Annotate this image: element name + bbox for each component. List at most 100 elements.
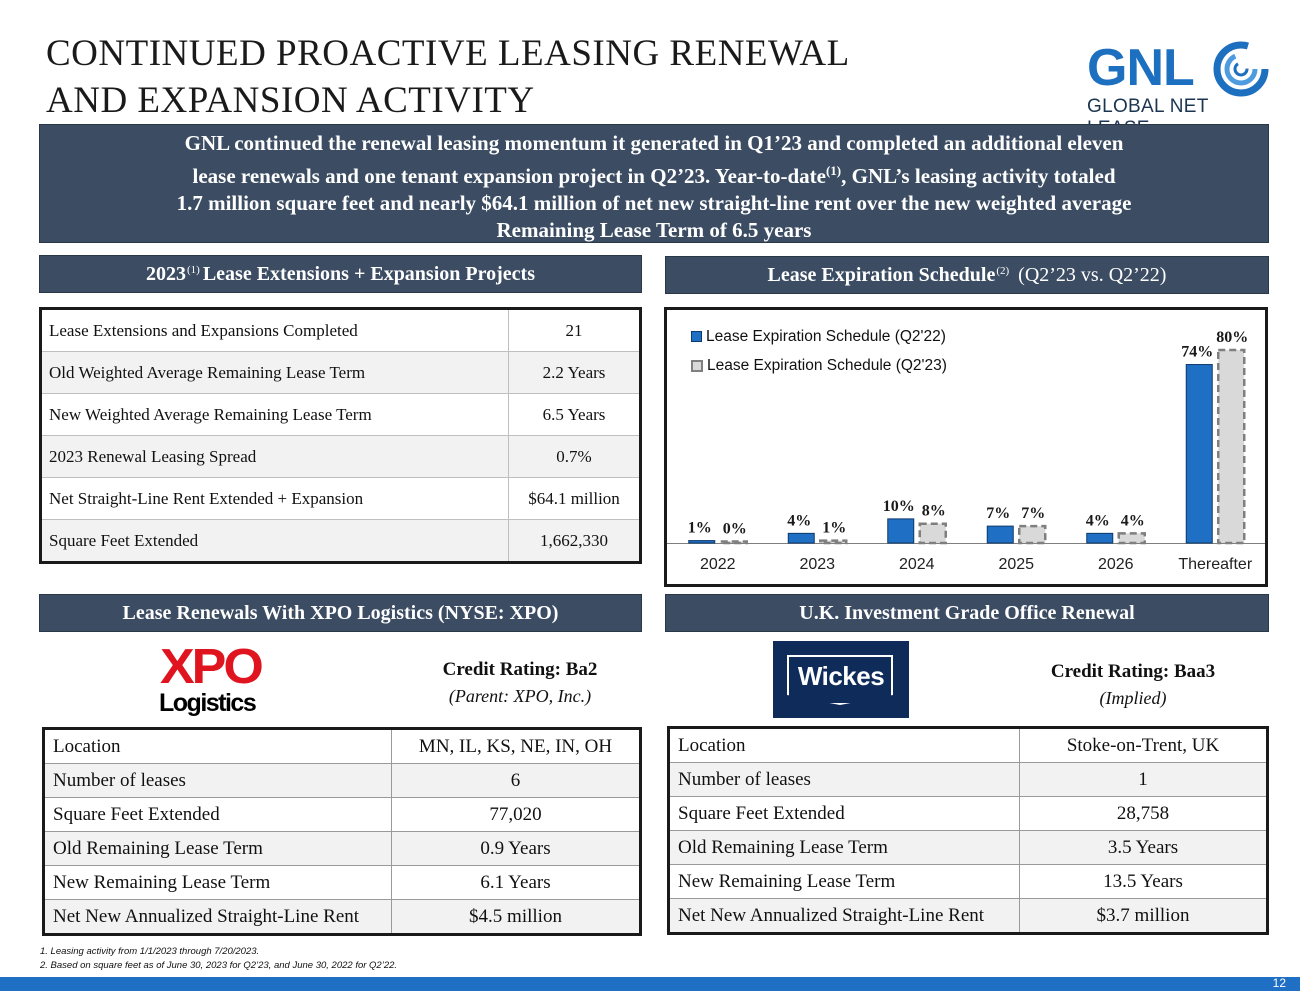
- x-tick-label-2022: 2022: [700, 556, 736, 573]
- x-tick-label-2026: 2026: [1098, 556, 1134, 573]
- page-title-line-2: AND EXPANSION ACTIVITY: [46, 80, 535, 121]
- data-label-q222-2024: 10%: [883, 498, 915, 515]
- row-label: New Remaining Lease Term: [43, 865, 392, 900]
- footnote-1: 1. Leasing activity from 1/1/2023 throug…: [40, 946, 260, 957]
- extensions-header-footnote: (1): [187, 264, 200, 276]
- bar-q223-2026: [1117, 532, 1146, 545]
- legend-item-q223: Lease Expiration Schedule (Q2'23): [691, 351, 947, 380]
- gnl-logo: GNL GLOBAL NET LEASE: [1085, 38, 1275, 139]
- table-row: Location MN, IL, KS, NE, IN, OH: [43, 728, 641, 764]
- bar-q223-Thereafter: [1217, 348, 1246, 545]
- row-label: New Weighted Average Remaining Lease Ter…: [40, 393, 509, 436]
- legend-item-q222: Lease Expiration Schedule (Q2'22): [691, 322, 947, 351]
- x-tick-label-2024: 2024: [899, 556, 935, 573]
- table-row: Location Stoke-on-Trent, UK: [668, 727, 1268, 763]
- bar-q223-2022: [719, 540, 748, 545]
- summary-line-4: Remaining Lease Term of 6.5 years: [496, 218, 812, 242]
- row-value: 0.9 Years: [391, 831, 641, 866]
- table-row: Net New Annualized Straight-Line Rent $4.…: [43, 899, 641, 935]
- xpo-logo-bottom: Logistics: [159, 689, 257, 717]
- gnl-logo-swirl-icon: [1213, 41, 1269, 97]
- extensions-header: 2023 (1) Lease Extensions + Expansion Proj…: [39, 255, 642, 293]
- row-value: 1: [1019, 762, 1268, 797]
- row-value: Stoke-on-Trent, UK: [1019, 727, 1268, 763]
- row-label: Old Remaining Lease Term: [668, 830, 1020, 865]
- row-value: 28,758: [1019, 796, 1268, 831]
- row-label: New Remaining Lease Term: [668, 864, 1020, 899]
- summary-box: GNL continued the renewal leasing moment…: [39, 124, 1269, 243]
- row-label: Lease Extensions and Expansions Complete…: [40, 308, 509, 352]
- row-value: 6.1 Years: [391, 865, 641, 900]
- uk-credit: Credit Rating: Baa3 (Implied): [1013, 659, 1253, 711]
- extensions-header-year: 2023: [146, 262, 186, 285]
- data-label-q222-2022: 1%: [688, 520, 712, 537]
- summary-line-3: 1.7 million square feet and nearly $64.1…: [176, 191, 1132, 215]
- uk-credit-rating: Credit Rating: Baa3: [1050, 661, 1216, 682]
- uk-table: Location Stoke-on-Trent, UK Number of lea…: [667, 726, 1269, 935]
- lease-expiration-chart: 1% 0% 2022 4% 1% 2023 10% 8% 2024 7% 7% 2025 4% 4% 202…: [664, 307, 1268, 587]
- data-label-q222-2023: 4%: [787, 512, 811, 529]
- footnote-2: 2. Based on square feet as of June 30, 2…: [40, 960, 398, 971]
- expiration-header-footnote: (2): [996, 265, 1010, 277]
- x-tick-label-2025: 2025: [998, 556, 1034, 573]
- table-row: 2023 Renewal Leasing Spread 0.7%: [40, 435, 641, 478]
- row-label: 2023 Renewal Leasing Spread: [40, 435, 509, 478]
- summary-line-2-text: lease renewals and one tenant expansion …: [192, 164, 826, 188]
- row-label: Old Weighted Average Remaining Lease Ter…: [40, 351, 509, 394]
- table-row: Square Feet Extended 77,020: [43, 797, 641, 832]
- bar-q222-2025: [986, 525, 1014, 544]
- data-label-q223-Thereafter: 80%: [1216, 329, 1248, 346]
- expiration-header: Lease Expiration Schedule (2) (Q2’23 vs. Q…: [665, 256, 1269, 294]
- table-row: Number of leases 1: [668, 762, 1268, 797]
- wickes-logo-text: Wickes: [797, 661, 885, 691]
- row-value: 77,020: [391, 797, 641, 832]
- bar-q223-2023: [819, 539, 848, 545]
- row-label: Location: [668, 727, 1020, 763]
- row-value: $3.7 million: [1019, 898, 1268, 934]
- page-number: 12: [1272, 976, 1286, 990]
- xpo-header: Lease Renewals With XPO Logistics (NYSE:…: [39, 594, 642, 632]
- data-label-q222-2026: 4%: [1086, 512, 1110, 529]
- legend-swatch-q222: [691, 331, 702, 342]
- uk-credit-note: (Implied): [1099, 688, 1167, 708]
- x-tick-label-Thereafter: Thereafter: [1178, 556, 1252, 573]
- row-value: $64.1 million: [508, 477, 641, 520]
- page-title-line-1: CONTINUED PROACTIVE LEASING RENEWAL: [46, 33, 850, 74]
- row-label: Square Feet Extended: [668, 796, 1020, 831]
- row-value: 3.5 Years: [1019, 830, 1268, 865]
- bar-q222-2023: [787, 532, 815, 544]
- summary-line-1: GNL continued the renewal leasing moment…: [184, 131, 1124, 155]
- wickes-logo-frame: [787, 655, 893, 705]
- page-title: CONTINUED PROACTIVE LEASING RENEWAL AND …: [46, 30, 850, 124]
- row-value: 0.7%: [508, 435, 641, 478]
- table-row: New Remaining Lease Term 13.5 Years: [668, 864, 1268, 899]
- table-row: Square Feet Extended 28,758: [668, 796, 1268, 831]
- data-label-q223-2025: 7%: [1021, 505, 1045, 522]
- expiration-header-text: Lease Expiration Schedule: [767, 263, 996, 286]
- bar-q222-2026: [1086, 532, 1114, 544]
- data-label-q223-2026: 4%: [1121, 512, 1145, 529]
- expiration-header-compare: (Q2’23 vs. Q2’22): [1018, 263, 1167, 286]
- row-label: Net New Annualized Straight-Line Rent: [43, 899, 392, 935]
- table-row: Net New Annualized Straight-Line Rent $3.…: [668, 898, 1268, 934]
- summary-footnote-ref: (1): [825, 163, 842, 178]
- gnl-logo-text: GNL: [1087, 39, 1195, 97]
- legend-label-q223: Lease Expiration Schedule (Q2'23): [707, 357, 947, 374]
- summary-line-2-tail: , GNL’s leasing activity totaled: [841, 164, 1116, 188]
- wickes-logo: Wickes: [773, 641, 909, 718]
- row-value: 1,662,330: [508, 519, 641, 563]
- bar-q223-2024: [918, 522, 947, 545]
- row-value: 21: [508, 308, 641, 352]
- bar-q222-2024: [887, 518, 915, 544]
- table-row: Lease Extensions and Expansions Complete…: [40, 308, 641, 352]
- bar-q222-Thereafter: [1185, 364, 1213, 544]
- row-label: Square Feet Extended: [40, 519, 509, 563]
- xpo-credit: Credit Rating: Ba2 (Parent: XPO, Inc.): [400, 657, 640, 709]
- row-value: 13.5 Years: [1019, 864, 1268, 899]
- xpo-credit-rating: Credit Rating: Ba2: [442, 659, 598, 680]
- summary-line-2: lease renewals and one tenant expansion …: [40, 157, 1268, 190]
- data-label-q222-2025: 7%: [986, 505, 1010, 522]
- bar-q223-2025: [1018, 524, 1047, 545]
- xpo-table: Location MN, IL, KS, NE, IN, OH Number of…: [42, 727, 642, 936]
- xpo-credit-parent: (Parent: XPO, Inc.): [448, 686, 592, 706]
